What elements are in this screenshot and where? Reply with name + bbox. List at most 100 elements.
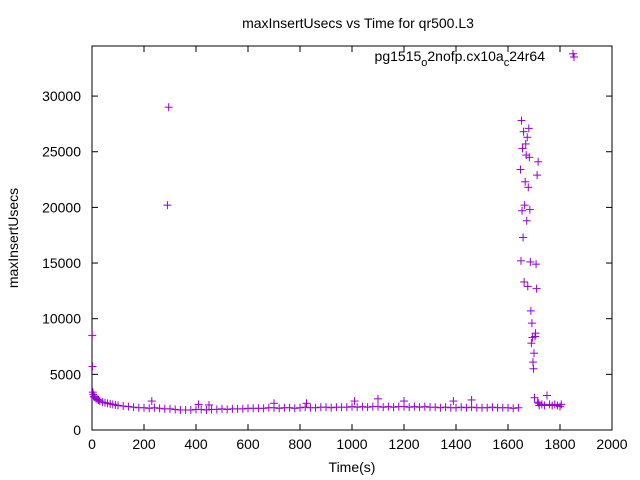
data-point	[348, 402, 356, 411]
data-point	[322, 403, 330, 412]
x-tick-label: 1200	[388, 436, 419, 452]
data-point	[449, 397, 458, 406]
data-point	[405, 403, 414, 412]
data-point	[374, 394, 382, 403]
data-point	[523, 282, 532, 291]
data-point	[88, 331, 97, 340]
data-point	[285, 403, 294, 412]
data-point	[374, 402, 382, 411]
data-point	[526, 306, 535, 315]
data-point	[534, 157, 543, 166]
data-point	[441, 403, 450, 412]
data-point	[259, 404, 268, 413]
x-tick-label: 1600	[492, 436, 523, 452]
data-point	[527, 339, 536, 348]
data-point	[533, 398, 542, 407]
data-point	[519, 233, 528, 242]
data-point	[164, 103, 173, 112]
y-axis-label: maxInsertUsecs	[5, 188, 21, 288]
data-point	[197, 405, 206, 414]
data-point	[145, 404, 154, 413]
data-point	[350, 397, 359, 406]
data-point	[543, 391, 551, 400]
data-point	[533, 171, 542, 180]
data-point	[410, 402, 419, 411]
data-point	[205, 400, 213, 409]
data-point	[400, 397, 408, 406]
data-point	[531, 329, 540, 338]
data-point	[529, 364, 538, 373]
data-point	[522, 216, 531, 225]
data-point	[147, 397, 156, 406]
data-point	[238, 404, 247, 413]
data-point	[525, 205, 534, 214]
x-tick-label: 1400	[440, 436, 471, 452]
x-axis: 0 200 400 600 800 1000 1200 1400 1600 1800 2000	[88, 46, 628, 452]
plot-frame	[91, 45, 613, 431]
data-point	[517, 256, 525, 265]
x-tick-label: 800	[288, 436, 312, 452]
data-point	[379, 403, 388, 412]
x-tick-label: 600	[236, 436, 260, 452]
data-point	[514, 403, 523, 412]
data-point	[140, 403, 148, 412]
data-point	[467, 403, 476, 412]
data-point	[523, 133, 532, 142]
data-point	[270, 399, 278, 408]
data-point	[521, 139, 530, 148]
data-point	[88, 362, 97, 371]
data-point	[431, 403, 440, 412]
data-point	[218, 404, 226, 413]
data-point	[129, 403, 138, 412]
data-point	[363, 403, 372, 412]
data-point	[212, 405, 221, 414]
data-point	[166, 404, 174, 413]
data-point	[526, 257, 535, 266]
x-tick-label: 400	[184, 436, 208, 452]
data-point	[358, 402, 367, 411]
data-point	[384, 402, 393, 411]
legend-label: pg1515o2nofp.cx10ac24r64	[375, 48, 546, 69]
series-points	[88, 49, 577, 414]
data-point	[302, 399, 311, 408]
data-point	[342, 403, 351, 412]
data-point	[488, 403, 497, 412]
data-point	[540, 401, 549, 410]
data-point	[504, 403, 512, 412]
legend-marker	[570, 53, 578, 61]
x-tick-label: 1800	[544, 436, 575, 452]
data-point	[353, 403, 362, 412]
data-point	[301, 403, 310, 412]
data-point	[194, 400, 203, 409]
data-point	[452, 403, 460, 412]
data-point	[150, 403, 159, 412]
x-tick-label: 1000	[336, 436, 367, 452]
data-point	[525, 153, 534, 162]
y-tick-label: 20000	[42, 199, 81, 215]
data-point	[509, 404, 518, 413]
data-point	[528, 358, 537, 367]
data-point	[290, 404, 299, 413]
data-point	[124, 402, 133, 411]
data-point	[519, 127, 528, 136]
data-point	[327, 403, 336, 412]
data-point	[415, 403, 424, 412]
data-point	[530, 393, 539, 402]
data-point	[275, 404, 284, 413]
data-point	[155, 404, 164, 413]
data-point	[531, 332, 540, 341]
data-point	[114, 401, 122, 410]
data-point	[436, 403, 445, 412]
y-tick-label: 30000	[42, 88, 81, 104]
data-point	[119, 402, 128, 411]
x-tick-label: 2000	[596, 436, 627, 452]
y-axis: 0 5000 10000 15000 20000 25000 30000	[42, 88, 612, 438]
data-point	[389, 403, 398, 412]
data-point	[296, 403, 304, 412]
x-tick-label: 200	[132, 436, 156, 452]
data-point	[202, 405, 211, 414]
data-point	[462, 403, 471, 412]
legend: pg1515o2nofp.cx10ac24r64	[375, 48, 578, 69]
data-point	[527, 319, 536, 328]
data-point	[171, 405, 180, 414]
